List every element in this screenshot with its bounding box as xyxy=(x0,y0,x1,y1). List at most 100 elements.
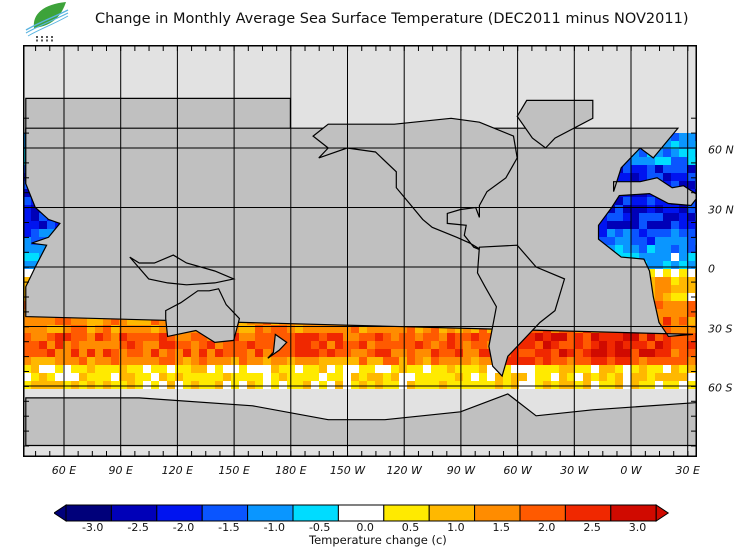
sst-cell xyxy=(23,261,31,269)
sst-cell xyxy=(175,357,183,365)
sst-cell xyxy=(407,349,415,357)
sst-cell xyxy=(663,341,671,349)
sst-cell xyxy=(247,325,255,333)
sst-cell xyxy=(23,277,31,285)
sst-cell xyxy=(415,381,423,389)
sst-cell xyxy=(559,349,567,357)
sst-cell xyxy=(63,365,71,373)
sst-cell xyxy=(79,317,87,325)
colorbar-tick-label: -1.5 xyxy=(218,521,240,534)
sst-cell xyxy=(247,357,255,365)
sst-cell xyxy=(271,365,279,373)
sst-cell xyxy=(95,325,103,333)
longitude-label: 30 W xyxy=(560,464,589,477)
sst-cell xyxy=(359,333,367,341)
sst-cell xyxy=(159,365,167,373)
sst-cell xyxy=(599,349,607,357)
sst-cell xyxy=(263,381,271,389)
sst-cell xyxy=(31,373,39,381)
sst-cell xyxy=(375,341,383,349)
sst-cell xyxy=(231,357,239,365)
sst-cell xyxy=(599,357,607,365)
sst-cell xyxy=(431,341,439,349)
sst-cell xyxy=(23,365,31,373)
sst-cell xyxy=(327,325,335,333)
sst-cell xyxy=(407,341,415,349)
sst-cell xyxy=(639,253,647,261)
sst-cell xyxy=(631,173,639,181)
sst-cell xyxy=(47,349,55,357)
sst-cell xyxy=(687,301,695,309)
sst-cell xyxy=(495,373,503,381)
sst-cell xyxy=(455,333,463,341)
colorbar-swatch xyxy=(474,504,521,522)
sst-cell xyxy=(575,373,583,381)
sst-cell xyxy=(391,381,399,389)
sst-cell xyxy=(71,373,79,381)
sst-cell xyxy=(31,245,39,253)
sst-cell xyxy=(223,349,231,357)
longitude-label: 30 E xyxy=(675,464,700,477)
sst-cell xyxy=(351,357,359,365)
sst-cell xyxy=(151,341,159,349)
sst-cell xyxy=(359,381,367,389)
sst-cell xyxy=(255,349,263,357)
sst-cell xyxy=(391,341,399,349)
sst-cell xyxy=(687,181,695,189)
sst-cell xyxy=(63,357,71,365)
sst-cell xyxy=(103,381,111,389)
sst-cell xyxy=(655,261,663,269)
sst-cell xyxy=(143,349,151,357)
sst-cell xyxy=(671,309,679,317)
sst-cell xyxy=(367,365,375,373)
sst-cell xyxy=(87,341,95,349)
sst-cell xyxy=(239,381,247,389)
sst-cell xyxy=(671,365,679,373)
sst-cell xyxy=(263,349,271,357)
sst-cell xyxy=(383,333,391,341)
sst-cell xyxy=(111,341,119,349)
sst-cell xyxy=(63,341,71,349)
sst-cell xyxy=(647,253,655,261)
sst-cell xyxy=(543,349,551,357)
sst-cell xyxy=(135,333,143,341)
sst-cell xyxy=(559,373,567,381)
sst-cell xyxy=(671,357,679,365)
sst-cell xyxy=(671,277,679,285)
sst-cell xyxy=(527,357,535,365)
sst-cell xyxy=(607,381,615,389)
sst-cell xyxy=(599,373,607,381)
sst-cell xyxy=(615,205,623,213)
sst-cell xyxy=(663,205,671,213)
sst-cell xyxy=(327,381,335,389)
sst-cell xyxy=(367,349,375,357)
sst-cell xyxy=(511,357,519,365)
sst-cell xyxy=(623,373,631,381)
sst-cell xyxy=(679,205,687,213)
colorbar-over-arrow xyxy=(655,504,670,522)
colorbar-tick-label: 0.5 xyxy=(401,521,420,534)
sst-cell xyxy=(591,373,599,381)
sst-cell xyxy=(159,325,167,333)
sst-cell xyxy=(103,349,111,357)
sst-cell xyxy=(143,317,151,325)
sst-cell xyxy=(175,349,183,357)
sst-cell xyxy=(215,357,223,365)
sst-cell xyxy=(455,357,463,365)
colorbar-tick-label: -2.0 xyxy=(172,521,195,534)
sst-cell xyxy=(303,373,311,381)
sst-cell xyxy=(31,205,39,213)
sst-cell xyxy=(127,373,135,381)
sst-cell xyxy=(679,253,687,261)
sst-cell xyxy=(351,333,359,341)
sst-cell xyxy=(671,301,679,309)
sst-cell xyxy=(679,261,687,269)
sst-cell xyxy=(631,205,639,213)
sst-cell xyxy=(431,325,439,333)
sst-cell xyxy=(47,365,55,373)
sst-cell xyxy=(263,365,271,373)
sst-cell xyxy=(239,357,247,365)
sst-cell xyxy=(415,333,423,341)
sst-cell xyxy=(215,349,223,357)
sst-cell xyxy=(55,365,63,373)
